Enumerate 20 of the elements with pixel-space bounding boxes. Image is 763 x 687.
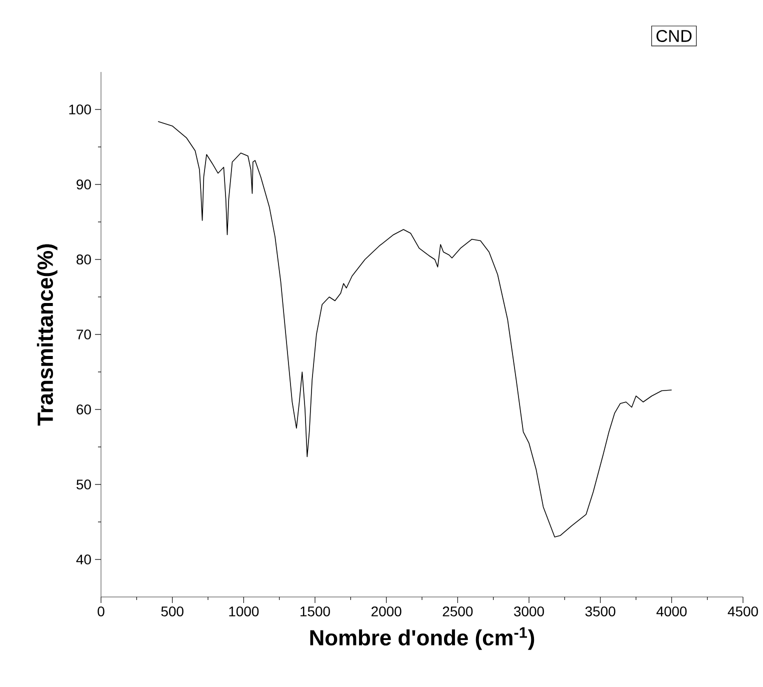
x-tick-label: 2000 [372,606,402,616]
y-axis-title: Transmittance(%) [36,244,58,426]
x-tick-label: 3500 [585,606,616,616]
y-tick-label: 80 [76,254,91,264]
y-tick-label: 100 [69,104,91,114]
y-tick-label: 60 [76,404,91,414]
text: CND [656,30,692,42]
x-axis-title: Nombre d'onde (cm$^{-1}$) [310,627,534,650]
x-tick-label: 1500 [300,606,330,616]
x-tick-label: 2500 [442,606,473,616]
x-tick-label: 1000 [229,606,259,616]
x-tick-label: 4500 [728,606,758,616]
y-tick-label: 50 [76,480,91,490]
y-tick-label: 40 [76,554,91,564]
x-tick-label: 4000 [656,606,687,616]
x-tick-label: 3000 [514,606,544,616]
y-tick-label: 90 [76,180,91,190]
x-tick-label: 500 [161,606,184,616]
x-tick-label: 0 [98,606,104,616]
y-tick-label: 70 [76,330,91,340]
